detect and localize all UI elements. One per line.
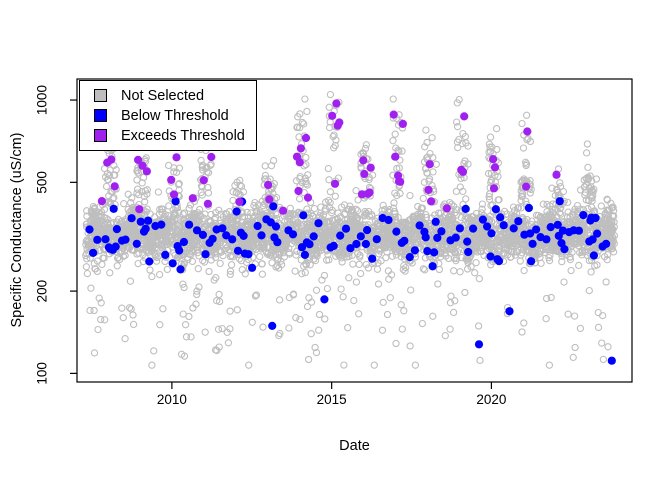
x-axis-title: Date: [339, 438, 370, 454]
y-tick-label: 1000: [35, 85, 50, 115]
y-tick-label: 100: [35, 362, 50, 385]
x-tick-label: 2020: [476, 392, 506, 407]
legend-label: Exceeds Threshold: [121, 127, 245, 144]
below-threshold-points: [85, 197, 616, 365]
legend: Not Selected Below Threshold Exceeds Thr…: [79, 80, 257, 151]
y-tick-label: 200: [35, 280, 50, 303]
y-axis: 100 200 500 1000: [35, 85, 77, 385]
x-tick-label: 2010: [157, 392, 187, 407]
x-tick-label: 2015: [317, 392, 347, 407]
legend-item-exceeds-threshold: Exceeds Threshold: [94, 128, 256, 144]
not-selected-swatch-icon: [94, 89, 107, 102]
x-axis: 2010 2015 2020: [157, 382, 506, 407]
legend-label: Below Threshold: [121, 107, 229, 124]
below-threshold-swatch-icon: [94, 109, 107, 122]
y-axis-title: Specific Conductance (uS/cm): [9, 132, 25, 328]
legend-item-not-selected: Not Selected: [94, 88, 256, 104]
plot-frame: [76, 78, 633, 383]
exceeds-threshold-points: [97, 99, 561, 215]
y-tick-label: 500: [35, 171, 50, 194]
legend-label: Not Selected: [121, 87, 205, 104]
exceeds-threshold-swatch-icon: [94, 129, 107, 142]
legend-item-below-threshold: Below Threshold: [94, 108, 256, 124]
